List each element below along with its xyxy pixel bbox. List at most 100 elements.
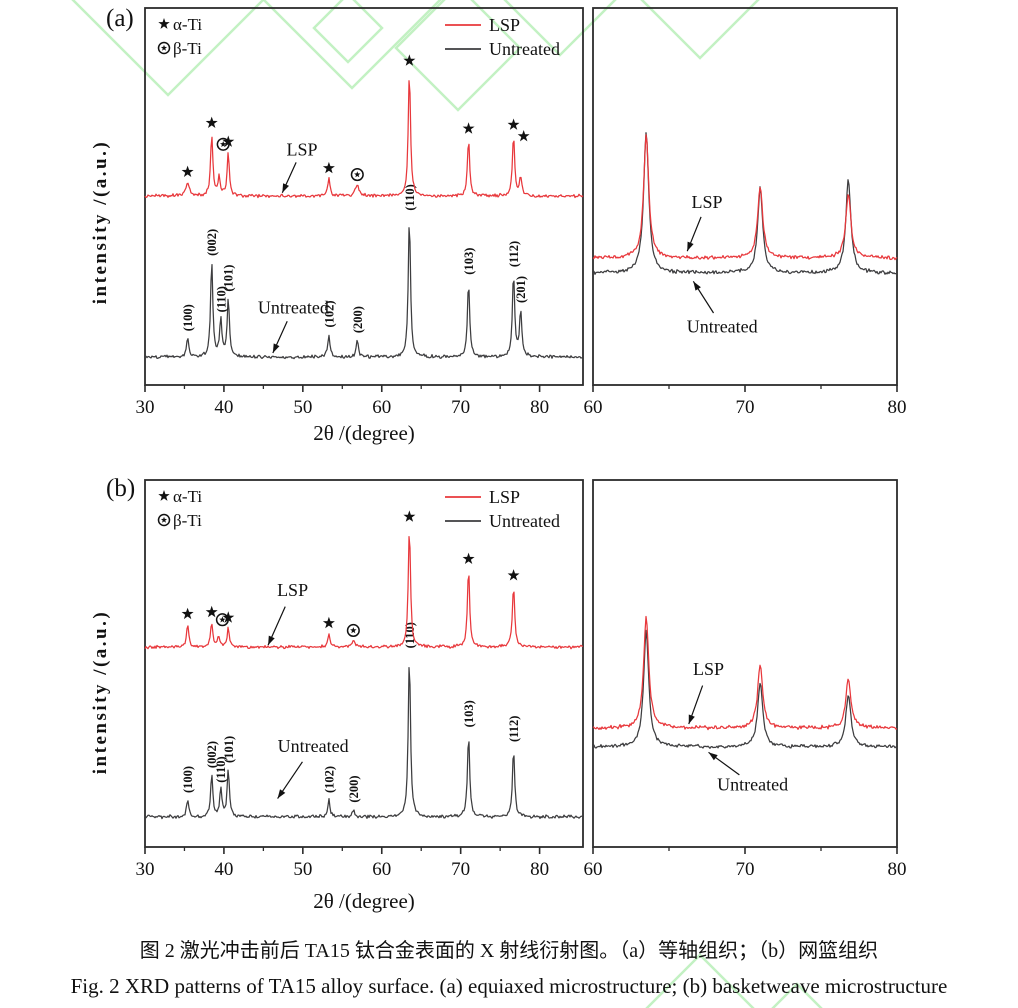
xrd-curve-lsp [592,615,898,731]
panel-a-y-axis-label: intensity /(a.u.) [90,139,111,305]
alpha-ti-star-marker [462,122,475,134]
watermark-diamond-icon [503,0,617,57]
xrd-curve-lsp [144,535,584,650]
panel-a-chart: 30 40 50 60 70 80(100)(002)(110)(101)(102) (20… [136,7,907,418]
legend-label-lsp: LSP [489,487,520,507]
annotation-arrowhead [282,183,289,193]
peak-hkl-label: (102) [322,300,336,327]
beta-ti-marker [346,623,360,638]
watermark-diamond-icon [394,0,522,112]
caption-english: Fig. 2 XRD patterns of TA15 alloy surfac… [70,974,948,998]
legend-label-untreated: Untreated [489,511,560,531]
annotation-lsp: LSP [287,139,318,159]
x-tick-label: 60 [372,397,391,418]
annotation-lsp: LSP [277,580,308,600]
annotation-arrowhead [277,789,286,799]
peak-hkl-label: (201) [514,276,528,303]
xrd-curve-untreated [592,132,898,275]
x-tick-label: 60 [584,397,603,418]
x-tick-label: 50 [293,397,312,418]
x-tick-label: 80 [888,397,907,418]
beta-ti-key-icon [157,41,171,55]
peak-hkl-label: (103) [462,700,476,727]
phase-key-label: β-Ti [173,39,202,58]
watermark-diamond-icon [262,0,442,90]
annotation-untreated: Untreated [687,317,758,337]
alpha-ti-star-marker [403,54,416,66]
legend-label-lsp: LSP [489,15,520,35]
annotation-untreated: Untreated [278,736,349,756]
annotation-arrowhead [268,635,275,646]
alpha-ti-star-marker [205,116,218,128]
beta-ti-marker [350,168,364,182]
xrd-curve-lsp [144,80,584,199]
annotation-lsp: LSP [691,192,722,212]
x-tick-label: 30 [136,397,155,418]
alpha-ti-star-marker [222,135,235,147]
alpha-ti-star-marker [517,130,530,142]
annotation-arrowhead [693,281,701,291]
peak-hkl-label: (101) [222,265,236,292]
alpha-ti-star-marker [322,616,335,629]
beta-ti-marker-star [220,140,227,147]
beta-ti-key-star-icon [160,516,168,523]
x-tick-label: 70 [451,397,470,418]
peak-hkl-label: (110) [214,756,228,782]
alpha-ti-star-marker [462,552,475,564]
beta-ti-key-star-icon [160,44,168,51]
x-tick-label: 60 [372,859,391,880]
caption-chinese: 图 2 激光冲击前后 TA15 钛合金表面的 X 射线衍射图。（a）等轴组织；（… [139,940,879,962]
annotation-arrowhead [708,752,718,761]
annotation-untreated: Untreated [717,775,788,795]
x-tick-label: 80 [530,397,549,418]
panel-a-label: (a) [106,5,134,32]
beta-ti-marker-star [354,171,361,178]
watermark-diamond-icon [71,0,265,97]
peak-hkl-label: (110) [214,286,228,312]
panel-b-x-axis-label: 2θ /(degree) [313,889,415,913]
alpha-ti-star-marker [507,118,520,130]
x-tick-label: 50 [293,859,312,880]
watermark-diamond-icon [640,0,760,60]
alpha-ti-star-marker [222,611,235,623]
alpha-ti-star-marker [507,569,520,581]
alpha-ti-star-marker [181,165,194,177]
x-tick-label: 70 [736,859,755,880]
annotation-arrowhead [687,241,694,252]
xrd-curve-untreated [144,227,584,360]
peak-hkl-label: (112) [507,716,521,742]
peak-hkl-label: (103) [462,248,476,275]
peak-hkl-label: (101) [222,736,236,763]
annotation-arrowhead [272,343,280,353]
x-tick-label: 30 [136,859,155,880]
x-tick-label: 70 [451,859,470,880]
alpha-ti-key-star-icon [158,18,170,29]
peak-hkl-label: (110) [403,184,417,210]
alpha-ti-star-marker [322,161,335,174]
peak-hkl-label: (100) [181,766,195,793]
phase-key-label: α-Ti [173,487,202,506]
peak-hkl-label: (112) [507,241,521,267]
legend-label-untreated: Untreated [489,39,560,59]
alpha-ti-star-marker [205,605,218,618]
peak-hkl-label: (200) [347,775,361,802]
x-tick-label: 80 [530,859,549,880]
panel-b-y-axis-label: intensity /(a.u.) [90,609,111,775]
x-tick-label: 70 [736,397,755,418]
xrd-curve-untreated [144,666,584,820]
peak-hkl-label: (200) [351,306,365,333]
annotation-arrowhead [688,714,695,725]
watermark-diamond-icon [312,0,384,64]
alpha-ti-star-marker [181,607,194,620]
beta-ti-key-icon [157,513,171,527]
xrd-curve-lsp [592,134,898,261]
xrd-curve-untreated [592,629,898,749]
peak-hkl-label: (002) [205,741,219,768]
phase-key-label: β-Ti [173,511,202,530]
panel-a-x-axis-label: 2θ /(degree) [313,421,415,445]
beta-ti-marker-star [350,627,357,634]
x-tick-label: 80 [888,859,907,880]
panel-b-chart: 30 40 50 60 70 80 (100) (002)(110)(101) (102) (20… [136,479,907,880]
annotation-lsp: LSP [693,659,724,679]
